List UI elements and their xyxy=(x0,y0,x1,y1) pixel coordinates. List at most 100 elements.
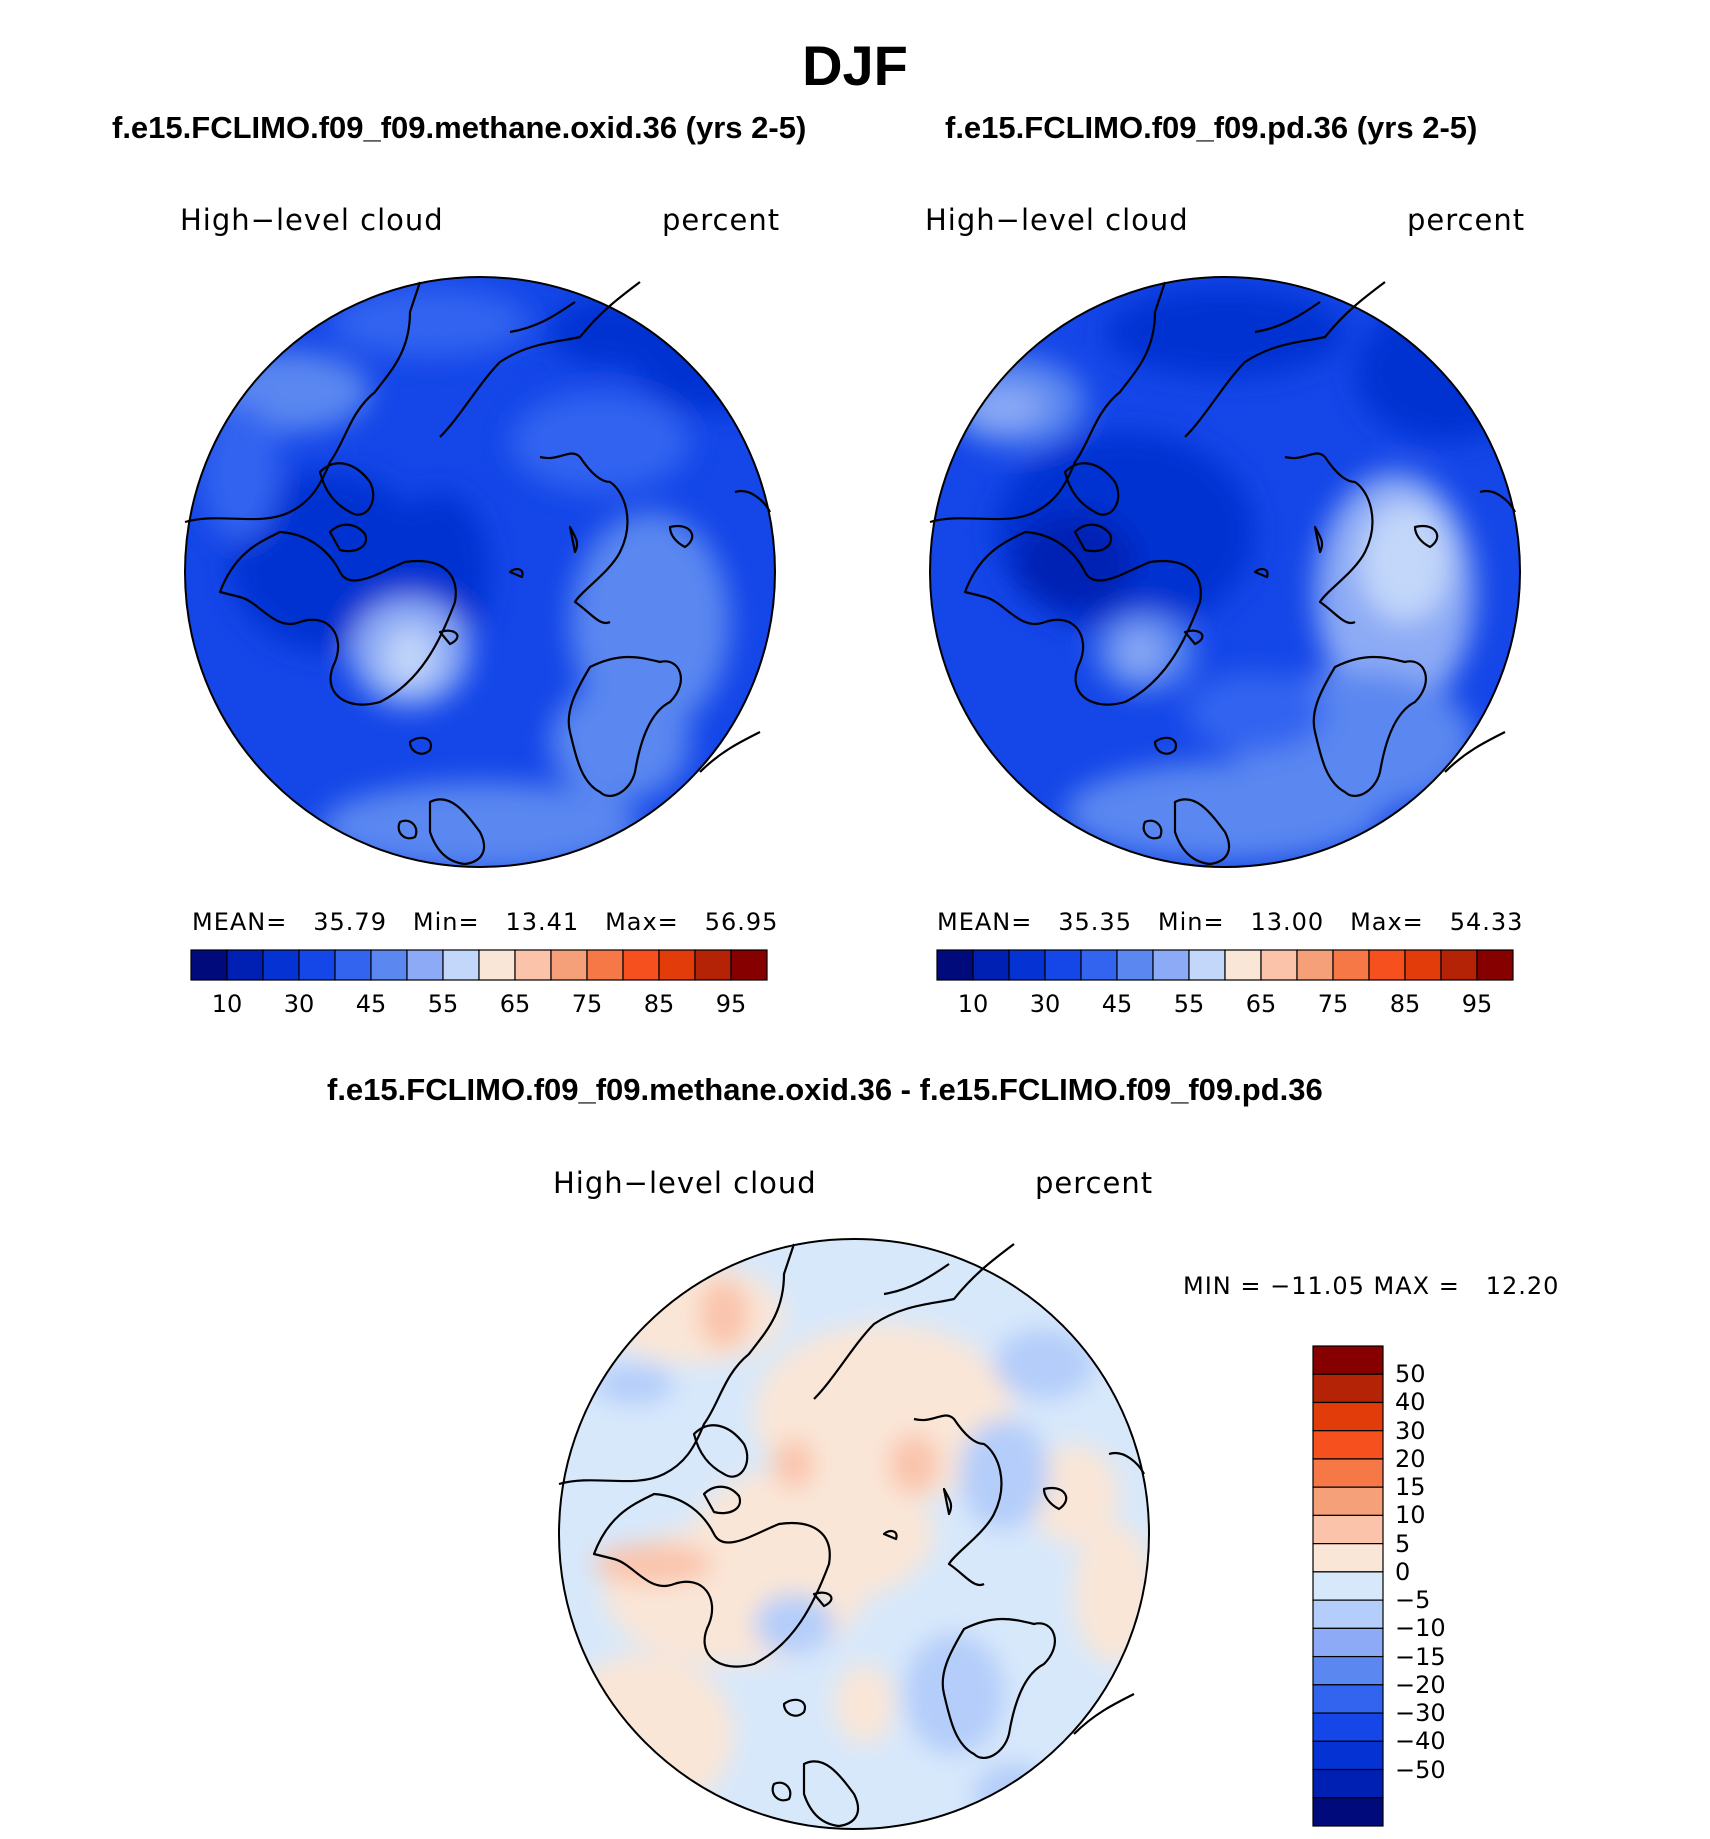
panel1-polar-map xyxy=(184,276,776,868)
colorbar-tick-label: 30 xyxy=(283,990,315,1018)
colorbar-swatch xyxy=(298,949,336,981)
colorbar-swatch xyxy=(1312,1740,1384,1771)
panel1-mean-label: MEAN= xyxy=(192,908,288,936)
colorbar-swatch xyxy=(478,949,516,981)
diff-units-label: percent xyxy=(1035,1166,1154,1200)
colorbar-tick-label: 10 xyxy=(957,990,989,1018)
colorbar-tick-label: 75 xyxy=(571,990,603,1018)
colorbar-swatch xyxy=(972,949,1010,981)
colorbar-swatch xyxy=(936,949,974,981)
panel2-units-label: percent xyxy=(1407,203,1526,237)
colorbar-swatch xyxy=(1312,1514,1384,1545)
colorbar-swatch xyxy=(1312,1401,1384,1432)
colorbar-swatch xyxy=(1312,1797,1384,1827)
colorbar-swatch xyxy=(1312,1684,1384,1714)
colorbar-swatch xyxy=(1476,949,1514,981)
colorbar-tick-label: 0 xyxy=(1395,1557,1411,1586)
panel2-mean-value: 35.35 xyxy=(1058,908,1132,936)
colorbar-tick-label: −50 xyxy=(1395,1755,1446,1784)
panel2-colorbar xyxy=(936,949,1514,981)
colorbar-tick-label: −40 xyxy=(1395,1727,1446,1756)
colorbar-swatch xyxy=(262,949,300,981)
colorbar-tick-label: 10 xyxy=(1395,1501,1426,1530)
panel1-case-title: f.e15.FCLIMO.f09_f09.methane.oxid.36 (yr… xyxy=(112,110,807,145)
diff-colorbar xyxy=(1312,1345,1384,1827)
colorbar-swatch xyxy=(190,949,228,981)
panel2-mean-label: MEAN= xyxy=(937,908,1033,936)
colorbar-swatch xyxy=(1008,949,1046,981)
colorbar-swatch xyxy=(370,949,408,981)
colorbar-swatch xyxy=(1312,1430,1384,1460)
colorbar-swatch xyxy=(622,949,660,981)
panel2-max-label: Max= xyxy=(1350,908,1424,936)
colorbar-swatch xyxy=(1116,949,1154,981)
colorbar-swatch xyxy=(1312,1712,1384,1742)
diff-variable-label: High−level cloud xyxy=(553,1166,817,1200)
panel2-variable-label: High−level cloud xyxy=(925,203,1189,237)
panel2-min-value: 13.00 xyxy=(1250,908,1325,936)
diff-title: f.e15.FCLIMO.f09_f09.methane.oxid.36 - f… xyxy=(327,1072,1323,1107)
colorbar-swatch xyxy=(730,949,768,981)
colorbar-tick-label: 40 xyxy=(1395,1388,1426,1417)
diff-coastlines xyxy=(558,1243,1145,1828)
colorbar-swatch xyxy=(658,949,696,981)
colorbar-swatch xyxy=(1312,1486,1384,1517)
colorbar-tick-label: 45 xyxy=(1101,990,1133,1018)
colorbar-tick-label: 65 xyxy=(1245,990,1277,1018)
colorbar-swatch xyxy=(586,949,624,981)
colorbar-swatch xyxy=(1368,949,1406,981)
panel1-colorbar xyxy=(190,949,768,981)
colorbar-tick-label: 95 xyxy=(1461,990,1493,1018)
colorbar-tick-label: −10 xyxy=(1395,1614,1446,1643)
colorbar-swatch xyxy=(406,949,444,981)
colorbar-tick-label: 10 xyxy=(211,990,243,1018)
colorbar-tick-label: 20 xyxy=(1395,1444,1426,1473)
diff-contour-field xyxy=(559,1239,1149,1829)
colorbar-tick-label: −20 xyxy=(1395,1670,1446,1699)
panel1-contour-field xyxy=(185,277,775,867)
panel2-coastlines xyxy=(929,281,1516,866)
colorbar-tick-label: 30 xyxy=(1029,990,1061,1018)
colorbar-tick-label: 65 xyxy=(499,990,531,1018)
colorbar-tick-label: 55 xyxy=(427,990,459,1018)
diff-colorbar-ticks: 50 40 30 20 15 10 5 0 −5 −10 −15 −20 −30 −40 −50 xyxy=(1395,1346,1515,1826)
colorbar-swatch xyxy=(1224,949,1262,981)
colorbar-tick-label: 5 xyxy=(1395,1529,1411,1558)
colorbar-swatch xyxy=(1440,949,1478,981)
panel2-min-label: Min= xyxy=(1157,908,1225,936)
colorbar-swatch xyxy=(1080,949,1118,981)
colorbar-tick-label: 85 xyxy=(1389,990,1421,1018)
colorbar-swatch xyxy=(1332,949,1370,981)
panel1-coastlines xyxy=(184,281,771,866)
colorbar-swatch xyxy=(514,949,552,981)
colorbar-tick-label: 75 xyxy=(1317,990,1349,1018)
colorbar-swatch xyxy=(1312,1458,1384,1488)
colorbar-swatch xyxy=(226,949,264,981)
panel2-case-title: f.e15.FCLIMO.f09_f09.pd.36 (yrs 2-5) xyxy=(945,110,1478,145)
colorbar-swatch xyxy=(1312,1627,1384,1658)
panel1-stats: MEAN= 35.79 Min= 13.41 Max= 56.95 xyxy=(192,908,778,936)
colorbar-tick-label: 55 xyxy=(1173,990,1205,1018)
panel1-min-label: Min= xyxy=(412,908,480,936)
colorbar-tick-label: 45 xyxy=(355,990,387,1018)
diff-polar-map xyxy=(558,1238,1150,1830)
colorbar-swatch xyxy=(334,949,372,981)
panel1-variable-label: High−level cloud xyxy=(180,203,444,237)
colorbar-tick-label: −5 xyxy=(1395,1586,1431,1615)
panel2-max-value: 54.33 xyxy=(1449,908,1524,936)
colorbar-swatch xyxy=(550,949,588,981)
colorbar-tick-label: 50 xyxy=(1395,1360,1426,1389)
panel1-max-label: Max= xyxy=(605,908,679,936)
colorbar-swatch xyxy=(694,949,732,981)
colorbar-tick-label: −30 xyxy=(1395,1699,1446,1728)
panel1-colorbar-ticks: 10 30 45 55 65 75 85 95 xyxy=(191,990,767,1020)
colorbar-swatch xyxy=(1152,949,1190,981)
colorbar-tick-label: 85 xyxy=(643,990,675,1018)
panel2-polar-map xyxy=(929,276,1521,868)
panel2-stats: MEAN= 35.35 Min= 13.00 Max= 54.33 xyxy=(937,908,1523,936)
colorbar-swatch xyxy=(1312,1543,1384,1573)
colorbar-swatch xyxy=(1188,949,1226,981)
colorbar-swatch xyxy=(1312,1768,1384,1799)
colorbar-swatch xyxy=(1312,1655,1384,1686)
panel2-colorbar-ticks: 10 30 45 55 65 75 85 95 xyxy=(937,990,1513,1020)
